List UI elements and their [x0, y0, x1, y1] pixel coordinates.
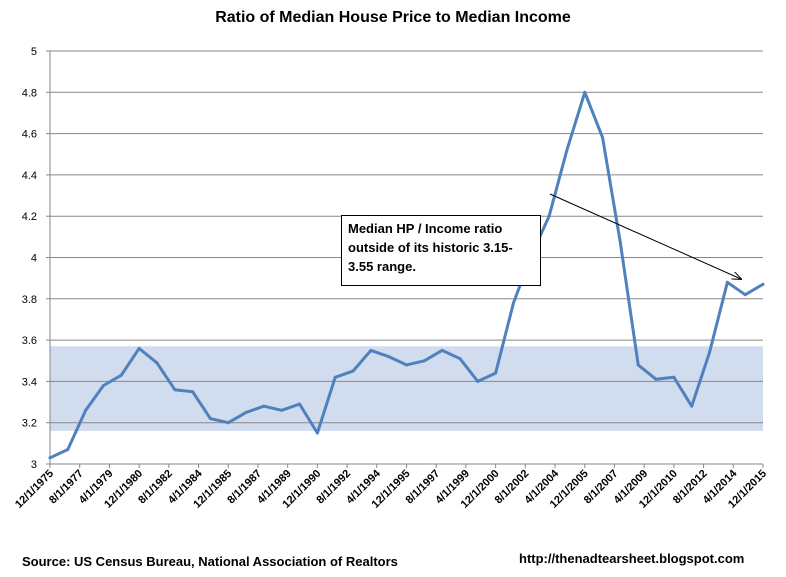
- data-point: [440, 348, 444, 352]
- data-point: [369, 348, 373, 352]
- data-point: [494, 371, 498, 375]
- data-point: [511, 301, 515, 305]
- y-tick-label: 4.8: [22, 87, 37, 99]
- data-point: [708, 350, 712, 354]
- annotation-arrow: [549, 193, 741, 279]
- data-point: [458, 357, 462, 361]
- data-point: [333, 375, 337, 379]
- data-point: [137, 346, 141, 350]
- data-point: [405, 363, 408, 367]
- data-point: [173, 388, 177, 392]
- data-point: [84, 408, 88, 412]
- data-point: [743, 293, 747, 297]
- source-note: Source: US Census Bureau, National Assoc…: [22, 554, 398, 569]
- data-point: [298, 402, 302, 406]
- data-point: [476, 379, 480, 383]
- annotation-box: Median HP / Income ratio outside of its …: [341, 215, 541, 286]
- y-tick-label: 3.6: [22, 335, 37, 347]
- data-point: [601, 136, 605, 140]
- data-point: [155, 361, 159, 365]
- y-tick-label: 3: [31, 459, 37, 471]
- data-point: [422, 359, 426, 363]
- data-point: [48, 456, 52, 460]
- data-point: [636, 363, 640, 367]
- y-tick-label: 5: [31, 46, 37, 58]
- y-tick-label: 4.6: [22, 129, 37, 141]
- y-tick-label: 4.4: [22, 170, 37, 182]
- data-point: [315, 431, 319, 435]
- data-point: [280, 408, 284, 412]
- y-tick-label: 3.4: [22, 376, 37, 388]
- y-tick-label: 3.2: [22, 418, 37, 430]
- data-point: [119, 373, 123, 377]
- y-tick-label: 4: [31, 253, 37, 265]
- data-point: [208, 417, 212, 421]
- chart-title: Ratio of Median House Price to Median In…: [215, 9, 571, 26]
- data-point: [101, 384, 105, 388]
- data-point: [191, 390, 195, 394]
- data-point: [583, 90, 587, 94]
- data-point: [672, 375, 676, 379]
- data-point: [690, 404, 694, 408]
- y-tick-label: 3.8: [22, 294, 37, 306]
- x-tick-label: 12/1/1975: [13, 468, 56, 511]
- data-point: [226, 421, 230, 425]
- data-point: [244, 410, 248, 414]
- data-point: [565, 148, 569, 152]
- blog-url: http://thenadtearsheet.blogspot.com: [519, 551, 745, 566]
- data-point: [761, 282, 765, 286]
- data-point: [262, 404, 266, 408]
- y-tick-label: 4.2: [22, 211, 37, 223]
- data-point: [725, 280, 729, 284]
- data-point: [387, 355, 391, 359]
- historic-range-band: [50, 346, 763, 431]
- data-point: [547, 214, 551, 218]
- data-point: [618, 241, 622, 245]
- data-point: [66, 448, 70, 452]
- data-point: [351, 369, 355, 373]
- data-point: [654, 377, 658, 381]
